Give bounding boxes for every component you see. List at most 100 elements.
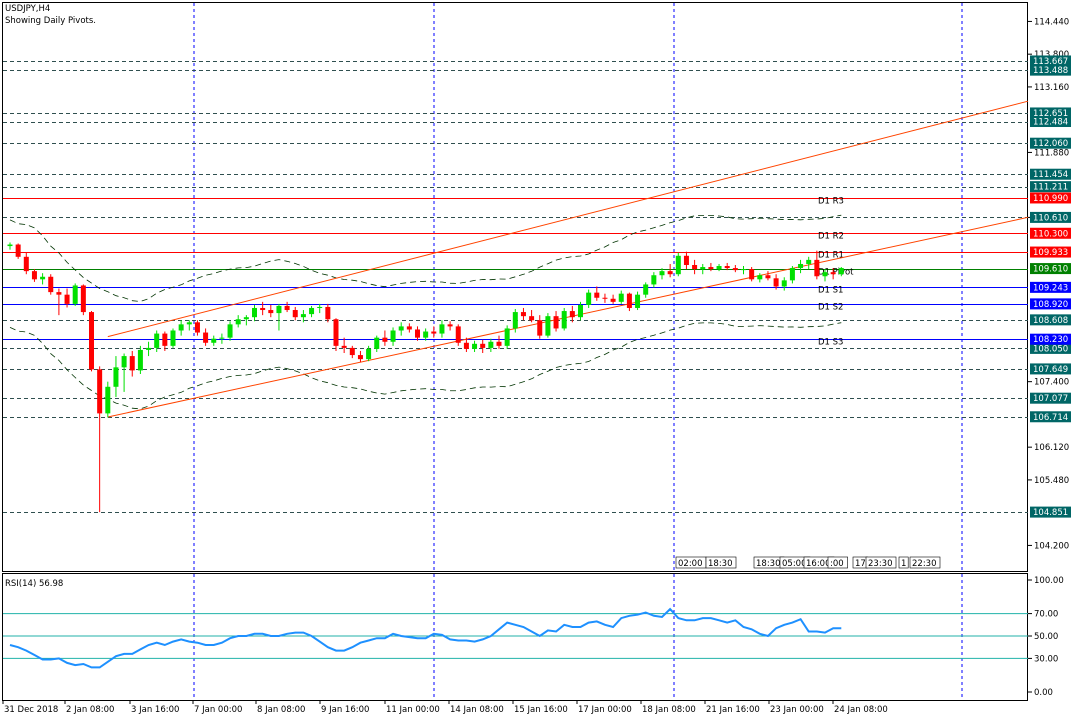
time-tick-label: 7 Jan 00:00: [194, 705, 242, 715]
bull-candle: [317, 306, 323, 308]
price-label: 112.651: [1033, 109, 1068, 119]
bull-candle: [235, 319, 241, 325]
session-mark-box: [909, 556, 941, 569]
bull-candle: [806, 259, 812, 264]
bear-candle: [683, 255, 689, 265]
bull-candle: [822, 272, 828, 277]
rsi-tick-label: 30.00: [1034, 654, 1058, 664]
bull-candle: [545, 316, 551, 336]
bull-candle: [366, 348, 372, 360]
trend-channel: [107, 100, 1029, 418]
bull-candle: [7, 244, 13, 247]
bull-candle: [618, 293, 624, 302]
price-tick-label: 113.160: [1034, 83, 1069, 93]
pivot-label: D1 R2: [818, 232, 844, 242]
bear-candle: [382, 337, 388, 342]
price-label-box: [1030, 246, 1071, 258]
bear-candle: [203, 332, 209, 343]
price-label: 107.077: [1033, 394, 1068, 404]
price-label-box: [1030, 181, 1071, 193]
bear-candle: [692, 264, 698, 270]
pivot-label: D1 S3: [818, 338, 843, 348]
bear-candle: [553, 316, 559, 329]
rsi-tick-label: 70.00: [1034, 610, 1058, 620]
pivot-levels: D1 R3 D1 R2 D1 R1 D1 Pivot D1 S1 D1 S2 D1 S3: [3, 61, 1028, 513]
bear-candle: [284, 305, 290, 311]
price-label: 110.300: [1033, 229, 1068, 239]
time-tick-label: 31 Dec 2018: [4, 705, 58, 715]
bull-candle: [838, 268, 844, 275]
price-tick-label: 105.480: [1034, 476, 1069, 486]
price-label: 109.933: [1033, 248, 1068, 258]
bear-candle: [496, 341, 502, 346]
session-mark-box: [865, 556, 897, 569]
bear-candle: [129, 356, 135, 371]
time-tick-label: 17 Jan 00:00: [578, 705, 632, 715]
bear-candle: [341, 345, 347, 348]
time-tick-label: 8 Jan 08:00: [257, 705, 305, 715]
bear-candle: [749, 269, 755, 280]
chart-subtitle: Showing Daily Pivots.: [5, 16, 96, 26]
bull-candle: [586, 292, 592, 305]
price-label: 108.050: [1033, 344, 1068, 354]
bear-candle: [15, 244, 21, 257]
bear-candle: [732, 268, 738, 271]
bear-candle: [667, 271, 673, 275]
bear-candle: [48, 276, 54, 293]
bull-candle: [219, 337, 225, 339]
bear-candle: [431, 331, 437, 334]
bear-candle: [23, 256, 29, 272]
session-mark-label: 18:30: [708, 559, 733, 569]
price-label-box: [1030, 506, 1071, 518]
price-label-box: [1030, 392, 1071, 404]
bear-candle: [830, 272, 836, 275]
bull-candle: [781, 280, 787, 287]
price-tick-label: 104.200: [1034, 541, 1069, 551]
price-label: 110.610: [1033, 213, 1068, 223]
bull-candle: [488, 341, 494, 348]
bull-candle: [170, 330, 176, 346]
price-label: 108.230: [1033, 335, 1068, 345]
session-mark-label: 17: [855, 559, 866, 569]
bear-candle: [463, 342, 469, 349]
bear-candle: [406, 326, 412, 330]
bull-candle: [643, 284, 649, 295]
time-tick-label: 24 Jan 08:00: [834, 705, 888, 715]
price-axis: 114.440 113.800 113.160 111.880 110.610 107.4…: [1028, 17, 1071, 551]
bear-candle: [194, 322, 200, 333]
price-label: 108.608: [1033, 316, 1068, 326]
bull-candle: [741, 269, 746, 271]
rsi-tick-label: 50.00: [1034, 632, 1058, 642]
bull-candle: [757, 275, 763, 280]
bull-candle: [398, 326, 404, 331]
bear-candle: [520, 312, 526, 317]
price-label-box: [1030, 227, 1071, 239]
price-label-box: [1030, 363, 1071, 375]
rsi-axis: 100.00 70.00 50.00 30.00 0.00: [1028, 576, 1064, 698]
session-mark-label: 23:30: [868, 559, 893, 569]
price-label-box: [1030, 192, 1071, 204]
bull-candle: [512, 312, 518, 329]
bear-candle: [56, 292, 62, 295]
channel-line: [107, 100, 1029, 338]
bear-candle: [97, 369, 103, 414]
bull-candle: [789, 268, 795, 281]
chart-symbol: USDJPY,H4: [5, 4, 50, 14]
rsi-panel[interactable]: [2, 573, 1028, 701]
price-label: 111.211: [1033, 183, 1068, 193]
bull-candle: [439, 324, 445, 334]
rsi-lines: [3, 607, 1028, 669]
bear-candle: [415, 329, 420, 338]
bull-candle: [675, 255, 681, 275]
price-label-box: [1030, 116, 1071, 128]
bear-candle: [31, 271, 37, 280]
envelope-bands: [9, 214, 842, 410]
bull-candle: [252, 307, 257, 318]
price-label-box: [1030, 342, 1071, 354]
bear-candle: [602, 297, 608, 299]
bull-candle: [390, 330, 396, 342]
bull-candle: [276, 305, 282, 314]
bear-candle: [610, 298, 616, 302]
time-tick-label: 3 Jan 16:00: [131, 705, 179, 715]
